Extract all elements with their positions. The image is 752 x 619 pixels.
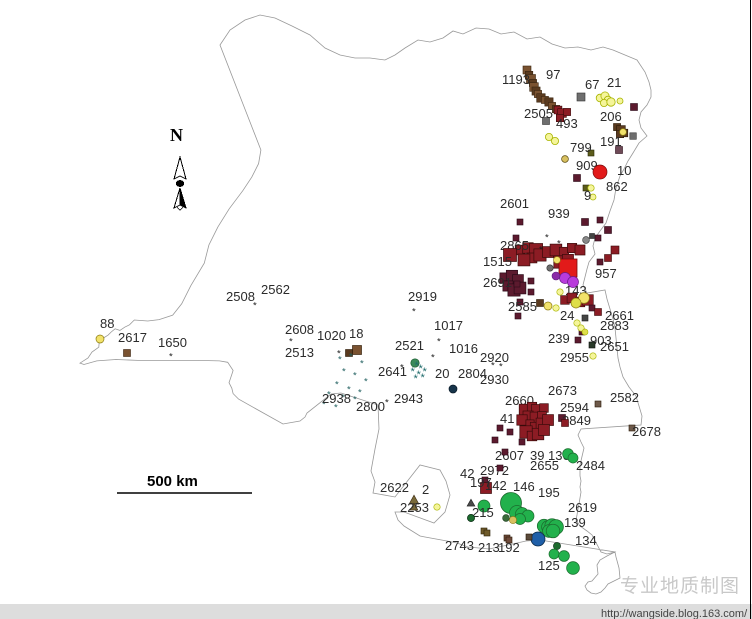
svg-text:*: * [412, 306, 416, 317]
svg-text:*: * [335, 379, 339, 390]
svg-text:2608: 2608 [285, 322, 314, 337]
svg-text:67: 67 [585, 77, 599, 92]
svg-text:*: * [414, 373, 419, 385]
svg-text:239: 239 [548, 331, 570, 346]
svg-text:1515: 1515 [483, 254, 512, 269]
svg-text:2743: 2743 [445, 538, 474, 553]
svg-text:2484: 2484 [576, 458, 605, 473]
svg-text:125: 125 [538, 558, 560, 573]
svg-text:2943: 2943 [394, 391, 423, 406]
svg-text:18: 18 [349, 326, 363, 341]
svg-text:2673: 2673 [548, 383, 577, 398]
svg-text:21: 21 [607, 75, 621, 90]
svg-text:2253: 2253 [400, 500, 429, 515]
svg-text:2678: 2678 [632, 424, 661, 439]
svg-text:*: * [557, 238, 561, 249]
svg-text:939: 939 [548, 206, 570, 221]
svg-text:213: 213 [478, 540, 500, 555]
svg-text:2505: 2505 [524, 106, 553, 121]
svg-text:*: * [545, 232, 549, 243]
svg-text:2804: 2804 [458, 366, 487, 381]
svg-text:*: * [338, 354, 342, 365]
svg-text:2883: 2883 [600, 318, 629, 333]
svg-text:*: * [385, 397, 389, 408]
svg-text:1016: 1016 [449, 341, 478, 356]
svg-text:97: 97 [546, 67, 560, 82]
svg-text:2619: 2619 [568, 500, 597, 515]
svg-text:2919: 2919 [408, 289, 437, 304]
svg-text:2582: 2582 [610, 390, 639, 405]
svg-text:*: * [353, 370, 357, 381]
svg-text:*: * [253, 300, 257, 311]
svg-text:*: * [342, 366, 346, 377]
svg-text:*: * [400, 362, 404, 373]
svg-text:2607: 2607 [495, 448, 524, 463]
svg-text:2617: 2617 [118, 330, 147, 345]
svg-text:*: * [437, 336, 441, 347]
svg-text:146: 146 [513, 479, 535, 494]
svg-text:1193: 1193 [502, 72, 530, 87]
svg-text:2513: 2513 [285, 345, 314, 360]
svg-text:195: 195 [538, 485, 560, 500]
svg-text:*: * [358, 387, 362, 398]
svg-text:*: * [421, 372, 426, 384]
svg-text:799: 799 [570, 140, 592, 155]
svg-text:*: * [539, 244, 543, 255]
svg-text:2622: 2622 [380, 480, 409, 495]
svg-text:215: 215 [472, 505, 494, 520]
svg-text:1020: 1020 [317, 328, 346, 343]
svg-text:2: 2 [422, 482, 429, 497]
svg-text:*: * [360, 358, 364, 369]
svg-text:*: * [431, 352, 435, 363]
svg-text:24: 24 [560, 308, 574, 323]
svg-text:*: * [169, 351, 173, 362]
svg-text:*: * [364, 376, 368, 387]
svg-text:*: * [491, 360, 495, 371]
svg-text:88: 88 [100, 316, 114, 331]
svg-text:2601: 2601 [500, 196, 529, 211]
svg-text:2691: 2691 [483, 275, 512, 290]
svg-text:1650: 1650 [158, 335, 187, 350]
svg-text:2651: 2651 [600, 339, 629, 354]
svg-text:2938: 2938 [322, 391, 351, 406]
svg-text:41: 41 [500, 411, 514, 426]
svg-text:*: * [499, 361, 503, 372]
svg-text:862: 862 [606, 179, 628, 194]
svg-text:2508: 2508 [226, 289, 255, 304]
svg-text:2800: 2800 [356, 399, 385, 414]
svg-text:10: 10 [617, 163, 631, 178]
svg-text:2955: 2955 [560, 350, 589, 365]
svg-text:*: * [349, 351, 353, 362]
svg-text:192: 192 [498, 540, 520, 555]
svg-text:1017: 1017 [434, 318, 463, 333]
svg-text:20: 20 [435, 366, 449, 381]
svg-text:206: 206 [600, 109, 622, 124]
svg-text:9: 9 [584, 188, 591, 203]
svg-text:2655: 2655 [530, 458, 559, 473]
svg-text:2562: 2562 [261, 282, 290, 297]
svg-text:2585: 2585 [508, 299, 537, 314]
svg-text:493: 493 [556, 116, 578, 131]
svg-text:957: 957 [595, 266, 617, 281]
svg-text:139: 139 [564, 515, 586, 530]
svg-text:142: 142 [485, 478, 507, 493]
svg-text:134: 134 [575, 533, 597, 548]
svg-text:2521: 2521 [395, 338, 424, 353]
